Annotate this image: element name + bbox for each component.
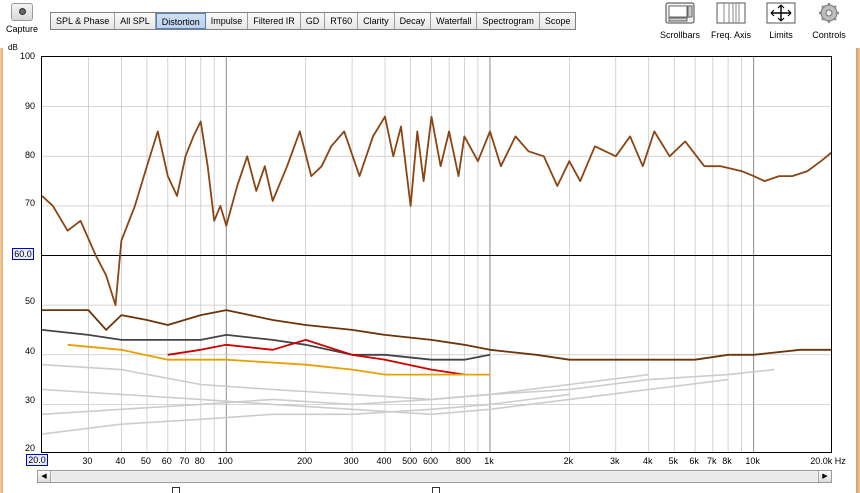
graph-tabs: SPL & Phase All SPL Distortion Impulse F…	[50, 12, 577, 30]
x-tick-label: 300	[343, 456, 359, 466]
horizontal-scrollbar[interactable]: ◀ ▶	[37, 470, 832, 483]
x-tick-label: 10k	[745, 456, 760, 466]
grid	[42, 57, 831, 452]
scrollbars-icon	[665, 2, 695, 26]
freq-axis-icon	[716, 2, 746, 26]
window-left-edge	[0, 40, 3, 493]
scrollbar-thumb[interactable]	[52, 472, 817, 481]
x-tick-label: 2k	[563, 456, 574, 466]
x-tick-label: 5k	[668, 456, 679, 466]
scroll-right-button[interactable]: ▶	[818, 471, 831, 482]
x-tick-label: 4k	[642, 456, 653, 466]
y-tick-label: 70	[24, 198, 35, 208]
distortion-line	[167, 338, 465, 376]
x-tick-label: 800	[455, 456, 471, 466]
y-tick-label: 40	[24, 346, 35, 356]
distortion-graph[interactable]	[41, 56, 832, 453]
x-tick-label: 400	[376, 456, 392, 466]
tab-spectrogram[interactable]: Spectrogram	[477, 13, 540, 29]
capture-button[interactable]: Capture	[2, 3, 42, 34]
tab-rt60[interactable]: RT60	[325, 13, 359, 29]
x-tick-label: 600	[422, 456, 438, 466]
limits-arrows-icon	[766, 2, 796, 26]
x-tick-label: 500	[402, 456, 418, 466]
tab-all-spl[interactable]: All SPL	[115, 13, 156, 29]
y-tick-label: 100	[19, 51, 35, 61]
tab-gd[interactable]: GD	[300, 13, 326, 29]
x-axis-start-field[interactable]: 20.0	[26, 454, 48, 466]
y-tick-label: 90	[24, 101, 35, 111]
x-tick-label: 100	[217, 456, 233, 466]
freq-axis-label: Freq. Axis	[710, 30, 751, 40]
tab-scope[interactable]: Scope	[539, 13, 576, 29]
toolbar: Capture SPL & Phase All SPL Distortion I…	[0, 0, 860, 48]
distortion-line	[42, 309, 831, 361]
window-right-edge	[856, 40, 860, 493]
x-tick-label: 3k	[609, 456, 620, 466]
y-tick-label: 80	[24, 150, 35, 160]
tab-decay[interactable]: Decay	[394, 13, 432, 29]
harmonic-line-faint	[42, 393, 570, 435]
tab-distortion[interactable]: Distortion	[155, 13, 206, 29]
x-tick-label: 7k	[707, 456, 717, 466]
x-tick-label: 60	[161, 456, 172, 466]
harmonic-line-faint	[42, 363, 649, 401]
distortion-plot-svg	[42, 57, 831, 452]
gear-icon	[814, 2, 844, 26]
legend-checkbox[interactable]	[432, 487, 440, 493]
distortion-line	[42, 329, 491, 361]
x-tick-label: 1k	[484, 456, 494, 466]
tab-waterfall[interactable]: Waterfall	[431, 13, 478, 29]
x-tick-label: 40	[115, 456, 126, 466]
tab-impulse[interactable]: Impulse	[205, 13, 249, 29]
tab-clarity[interactable]: Clarity	[358, 13, 395, 29]
scroll-left-button[interactable]: ◀	[38, 471, 51, 482]
legend-strip	[170, 487, 690, 493]
controls-button[interactable]: Controls	[808, 2, 850, 40]
x-tick-label: 70	[179, 456, 190, 466]
tab-spl-phase[interactable]: SPL & Phase	[51, 13, 116, 29]
y-axis-reference-field[interactable]: 60.0	[12, 248, 34, 260]
x-tick-label: 20.0k Hz	[810, 456, 846, 466]
limits-label: Limits	[769, 30, 793, 40]
x-tick-label: 6k	[689, 456, 699, 466]
x-tick-label: 30	[82, 456, 93, 466]
y-tick-label: 30	[24, 395, 35, 405]
limits-button[interactable]: Limits	[766, 2, 796, 40]
x-tick-label: 50	[140, 456, 151, 466]
scrollbars-button[interactable]: Scrollbars	[655, 2, 705, 40]
x-tick-label: 200	[297, 456, 313, 466]
y-axis-unit: dB	[8, 43, 18, 52]
camera-icon	[11, 3, 33, 21]
y-axis-bottom-label: 20	[24, 443, 35, 453]
harmonic-line-faint	[42, 368, 775, 416]
freq-axis-button[interactable]: Freq. Axis	[710, 2, 752, 40]
distortion-line	[67, 343, 490, 376]
x-tick-label: 80	[194, 456, 205, 466]
legend-checkbox[interactable]	[172, 487, 180, 493]
tab-filtered-ir[interactable]: Filtered IR	[248, 13, 301, 29]
capture-label: Capture	[5, 24, 39, 34]
y-tick-label: 50	[24, 296, 35, 306]
controls-label: Controls	[812, 30, 846, 40]
fundamental-spl-line	[42, 115, 831, 307]
x-tick-label: 8k	[722, 456, 732, 466]
scrollbars-label: Scrollbars	[659, 30, 700, 40]
